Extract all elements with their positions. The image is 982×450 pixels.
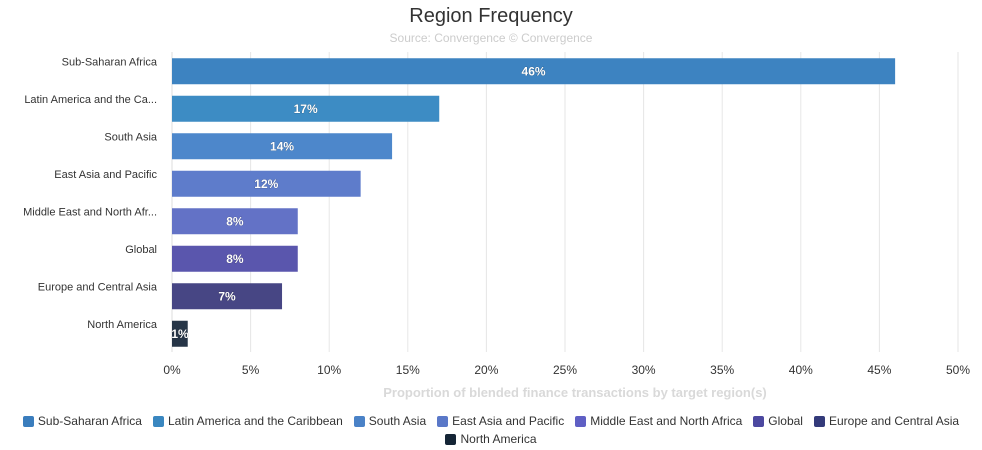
category-labels: Sub-Saharan Africa Latin America and the … xyxy=(23,56,158,331)
legend-swatch xyxy=(152,415,164,427)
data-label: 8% xyxy=(226,214,244,228)
x-tick-label: 35% xyxy=(710,363,734,377)
data-label: 17% xyxy=(294,102,318,116)
legend-label: East Asia and Pacific xyxy=(452,414,565,428)
legend-label: Latin America and the Caribbean xyxy=(167,414,343,428)
x-tick-label: 45% xyxy=(867,363,891,377)
legend-label: Sub-Saharan Africa xyxy=(37,414,142,428)
chart-title: Region Frequency xyxy=(409,5,573,27)
bar[interactable] xyxy=(172,283,283,310)
legend-label: North America xyxy=(460,432,537,446)
x-tick-label: 30% xyxy=(632,363,656,377)
x-tick-label: 25% xyxy=(553,363,577,377)
legend-swatch xyxy=(575,415,587,427)
category-label: Europe and Central Asia xyxy=(38,281,158,293)
legend-swatch xyxy=(437,415,449,427)
data-label: 7% xyxy=(218,289,236,303)
category-label: North America xyxy=(87,319,158,331)
legend-item[interactable]: Latin America and the Caribbean xyxy=(152,414,343,428)
legend-swatch xyxy=(353,415,365,427)
legend-label: Middle East and North Africa xyxy=(590,414,743,428)
bar[interactable] xyxy=(172,170,361,197)
category-label: Latin America and the Ca... xyxy=(24,94,157,106)
bar-chart: 46% 17% 14% 12% 8% 8% 7% 1% Sub-Saharan Africa L… xyxy=(23,52,970,400)
category-label: Global xyxy=(125,244,157,256)
legend-item[interactable]: South Asia xyxy=(353,414,427,428)
legend-label: Global xyxy=(768,414,803,428)
legend-swatch xyxy=(22,415,34,427)
x-axis-title: Proportion of blended finance transactio… xyxy=(383,385,767,400)
legend-swatch xyxy=(813,415,825,427)
bar[interactable] xyxy=(172,208,298,235)
legend-item[interactable]: North America xyxy=(445,432,537,446)
legend-label: South Asia xyxy=(368,414,427,428)
data-label: 14% xyxy=(270,139,294,153)
x-tick-label: 5% xyxy=(242,363,260,377)
legend-swatch xyxy=(753,415,765,427)
data-label: 8% xyxy=(226,252,244,266)
x-tick-label: 10% xyxy=(317,363,341,377)
bar[interactable] xyxy=(172,58,896,85)
legend-item[interactable]: Global xyxy=(753,414,803,428)
bars: 46% 17% 14% 12% 8% 8% 7% 1% xyxy=(171,58,896,347)
category-label: Middle East and North Afr... xyxy=(23,206,157,218)
chart-legend: Sub-Saharan Africa Latin America and the … xyxy=(10,414,972,446)
x-tick-label: 40% xyxy=(789,363,813,377)
legend-item[interactable]: Europe and Central Asia xyxy=(813,414,960,428)
legend-label: Europe and Central Asia xyxy=(828,414,960,428)
x-tick-label: 50% xyxy=(946,363,970,377)
category-label: East Asia and Pacific xyxy=(54,169,157,181)
bar[interactable] xyxy=(172,245,298,272)
data-label: 1% xyxy=(171,327,189,341)
bar[interactable] xyxy=(172,320,188,347)
bar[interactable] xyxy=(172,95,440,122)
x-tick-label: 15% xyxy=(396,363,420,377)
data-label: 46% xyxy=(522,64,546,78)
legend-swatch xyxy=(445,433,457,445)
category-label: Sub-Saharan Africa xyxy=(62,56,158,68)
x-tick-label: 0% xyxy=(163,363,181,377)
bar[interactable] xyxy=(172,133,393,160)
data-label: 12% xyxy=(254,177,278,191)
category-label: South Asia xyxy=(104,131,157,143)
x-tick-label: 20% xyxy=(474,363,498,377)
legend-item[interactable]: East Asia and Pacific xyxy=(437,414,564,428)
x-axis-tick-labels: 0% 5% 10% 15% 20% 25% 30% 35% 40% 45% 50% xyxy=(163,363,970,377)
legend-item[interactable]: Middle East and North Africa xyxy=(575,414,742,428)
chart-subtitle[interactable]: Source: Convergence © Convergence xyxy=(389,31,593,45)
legend-item[interactable]: Sub-Saharan Africa xyxy=(22,414,142,428)
